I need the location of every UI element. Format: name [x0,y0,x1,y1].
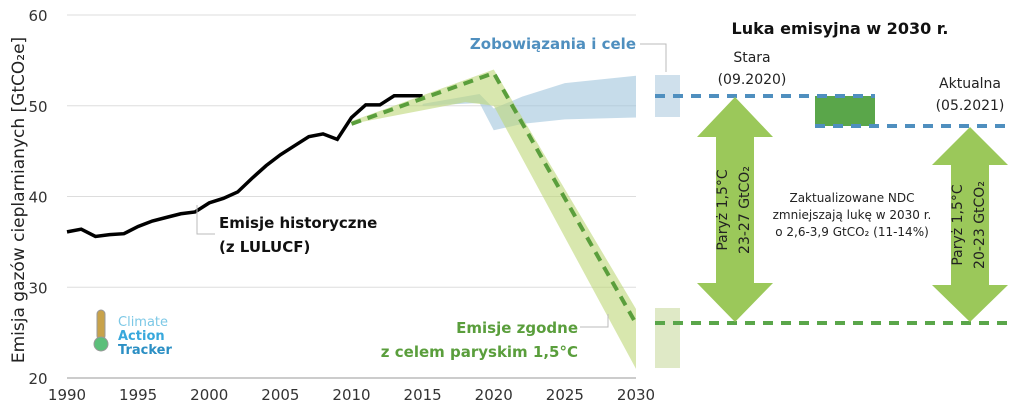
y-axis-label: Emisja gazów cieplarnianych [GtCO₂e] [9,37,29,363]
svg-text:20-23 GtCO₂: 20-23 GtCO₂ [972,181,988,269]
historical-label-2: (z LULUCF) [219,238,310,256]
x-tick-label: 2000 [190,386,228,404]
gap-title: Luka emisyjna w 2030 r. [732,19,949,38]
historical-line [66,94,423,239]
x-tick-label: 2015 [404,386,442,404]
bands [351,69,636,369]
paris-band [351,69,636,369]
svg-text:zmniejszają lukę w 2030 r.: zmniejszają lukę w 2030 r. [773,208,932,222]
x-tick-label: 2020 [475,386,513,404]
svg-text:Zaktualizowane NDC: Zaktualizowane NDC [789,191,914,205]
x-tick-label: 2005 [261,386,299,404]
x-tick-label: 1990 [48,386,86,404]
pledges-band [422,75,636,131]
gap-reduction-bar [815,96,875,126]
x-tick-label: 2025 [546,386,584,404]
historical-leader-line [196,205,215,235]
svg-text:Climate: Climate [118,315,168,330]
svg-text:Aktualna: Aktualna [939,76,1001,92]
old-gap-arrow [697,97,773,322]
svg-text:Stara: Stara [733,50,770,66]
svg-text:Action: Action [118,329,165,344]
svg-text:Paryż 1,5°C: Paryż 1,5°C [950,184,966,265]
paris-box [655,308,680,368]
lines [66,70,638,325]
gap-panel: Luka emisyjna w 2030 r. Stara (09.2020) … [655,19,1012,368]
x-tick-label: 2030 [617,386,655,404]
y-tick-label: 50 [28,98,47,116]
historical-label: Emisje historyczne [219,214,377,232]
paris-pathway-line [350,70,638,325]
y-tick-label: 30 [28,279,47,297]
svg-text:Tracker: Tracker [118,343,172,358]
new-gap-arrow [932,127,1008,322]
pledges-label: Zobowiązania i cele [470,35,636,53]
y-tick-label: 60 [28,7,47,25]
y-tick-label: 40 [28,189,47,207]
y-tick-label: 20 [28,370,47,388]
svg-text:23-27 GtCO₂: 23-27 GtCO₂ [737,166,753,254]
x-tick-label: 1995 [119,386,157,404]
paris-label: Emisje zgodne [456,319,578,337]
paris-leader-line [580,314,609,328]
pledges-leader-line [640,43,667,72]
svg-text:(09.2020): (09.2020) [718,72,787,88]
svg-text:(05.2021): (05.2021) [936,98,1005,114]
paris-label-2: z celem paryskim 1,5°C [381,343,578,361]
svg-text:o 2,6-3,9 GtCO₂ (11-14%): o 2,6-3,9 GtCO₂ (11-14%) [775,225,929,239]
x-tick-label: 2010 [332,386,370,404]
svg-text:Paryż 1,5°C: Paryż 1,5°C [715,169,731,250]
climate-action-tracker-logo: Climate Action Tracker [93,309,172,358]
